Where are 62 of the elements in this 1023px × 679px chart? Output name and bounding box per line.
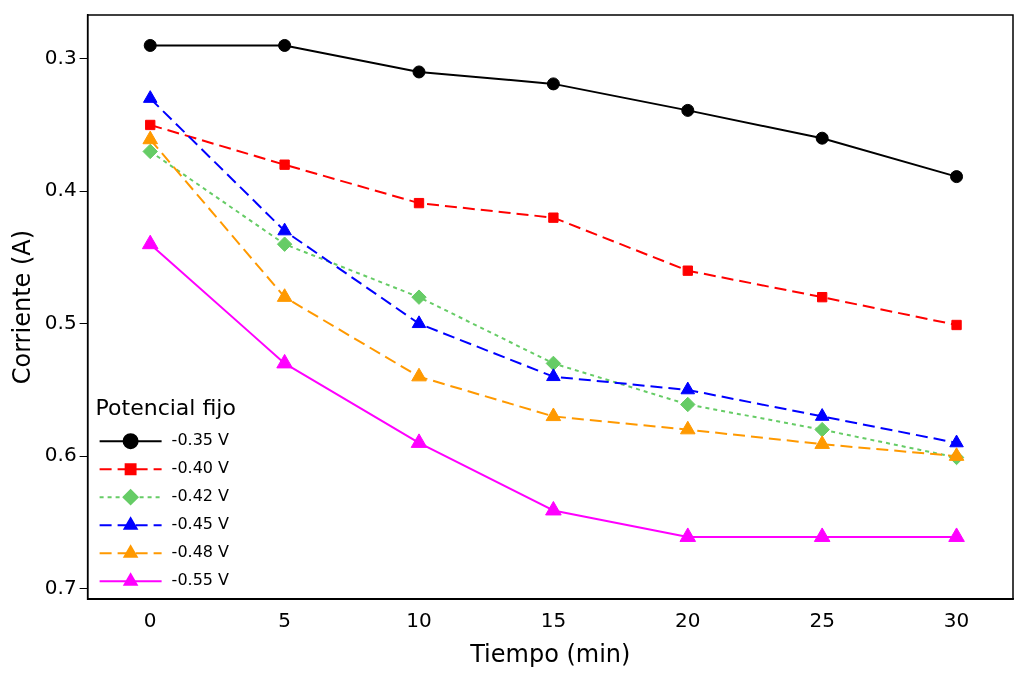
point: [815, 131, 829, 145]
point: [141, 234, 159, 250]
point: [411, 367, 427, 382]
point: [545, 500, 562, 516]
legend-label: -0.55 V: [171, 570, 230, 590]
point: [681, 103, 695, 117]
y-tick-label: 0.7: [44, 574, 77, 599]
point: [545, 407, 562, 422]
x-tick-label: 0: [143, 608, 157, 633]
point: [950, 170, 964, 184]
point: [814, 435, 830, 449]
y-tick-label: 0.5: [44, 309, 77, 334]
point: [817, 292, 828, 303]
point: [949, 434, 964, 448]
point: [545, 355, 562, 372]
point: [142, 130, 159, 145]
point: [279, 159, 290, 170]
point: [276, 353, 293, 369]
legend-label: -0.48 V: [171, 542, 230, 562]
point: [813, 527, 831, 542]
legend-label: -0.35 V: [171, 430, 230, 450]
legend-title: Potencial fijo: [95, 394, 236, 420]
point: [412, 65, 426, 79]
point: [680, 396, 696, 413]
point: [276, 288, 293, 302]
x-tick-label: 15: [540, 608, 567, 633]
x-tick-label: 20: [675, 608, 701, 633]
point: [410, 433, 428, 448]
point: [411, 315, 427, 329]
point: [680, 381, 696, 395]
point: [278, 38, 292, 52]
point: [679, 527, 697, 542]
point: [682, 265, 693, 276]
y-tick-label: 0.6: [44, 442, 77, 467]
y-axis-title: Corriente (A): [7, 229, 36, 385]
point: [814, 421, 830, 438]
legend-label: -0.40 V: [171, 458, 230, 478]
point: [143, 38, 157, 52]
x-tick-label: 10: [406, 608, 432, 633]
point: [142, 90, 158, 103]
point: [814, 408, 830, 421]
point: [548, 212, 559, 223]
x-axis-title: Tiempo (min): [469, 639, 631, 668]
point: [546, 368, 561, 382]
x-tick-label: 30: [943, 608, 970, 633]
point: [413, 197, 425, 209]
point: [145, 119, 156, 131]
x-tick-label: 5: [278, 608, 291, 633]
point: [142, 143, 158, 160]
point: [411, 289, 427, 305]
point: [948, 447, 965, 461]
point: [948, 527, 965, 542]
point: [680, 420, 696, 435]
point: [951, 319, 962, 331]
y-tick-label: 0.3: [44, 44, 77, 69]
x-tick-label: 25: [809, 608, 835, 633]
legend-label: -0.45 V: [171, 514, 230, 534]
point: [277, 222, 292, 236]
legend-label: -0.42 V: [171, 486, 230, 506]
point: [546, 77, 560, 91]
point: [276, 236, 293, 252]
y-tick-label: 0.4: [44, 177, 77, 202]
